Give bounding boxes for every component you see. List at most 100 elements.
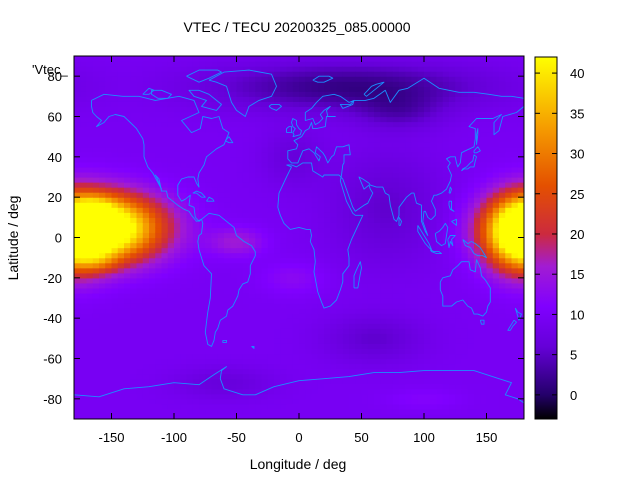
heatmap-cell [461, 353, 469, 360]
heatmap-cell [461, 56, 469, 62]
heatmap-cell [474, 121, 481, 128]
heatmap-cell [99, 358, 106, 365]
heatmap-cell [236, 308, 244, 314]
heatmap-cell [317, 328, 325, 334]
heatmap-cell [499, 267, 506, 274]
heatmap-cell [286, 96, 294, 102]
heatmap-cell [92, 96, 100, 102]
heatmap-cell [230, 106, 238, 113]
heatmap-cell [86, 146, 94, 153]
heatmap-cell [411, 126, 419, 133]
heatmap-cell [467, 257, 475, 264]
heatmap-cell [355, 403, 363, 410]
heatmap-cell [130, 343, 138, 350]
heatmap-cell [411, 313, 419, 319]
heatmap-cell [474, 156, 481, 163]
heatmap-cell [405, 318, 413, 324]
heatmap-cell [224, 111, 231, 118]
heatmap-cell [342, 212, 350, 218]
heatmap-cell [217, 212, 225, 218]
heatmap-cell [92, 116, 100, 123]
heatmap-cell [242, 121, 250, 128]
heatmap-cell [449, 358, 456, 365]
heatmap-cell [399, 393, 406, 400]
heatmap-cell [174, 212, 181, 218]
heatmap-cell [230, 156, 238, 163]
heatmap-cell [124, 71, 131, 77]
heatmap-cell [230, 247, 238, 254]
heatmap-cell [230, 76, 238, 82]
heatmap-cell [105, 61, 113, 67]
heatmap-cell [224, 116, 231, 123]
heatmap-cell [74, 383, 81, 390]
heatmap-cell [305, 111, 313, 118]
heatmap-cell [430, 116, 438, 123]
heatmap-cell [349, 106, 356, 113]
heatmap-cell [424, 182, 431, 188]
heatmap-cell [442, 116, 450, 123]
heatmap-cell [192, 131, 200, 138]
heatmap-cell [361, 106, 369, 113]
heatmap-cell [255, 166, 263, 173]
heatmap-cell [92, 71, 100, 77]
heatmap-cell [461, 282, 469, 289]
heatmap-cell [361, 197, 369, 203]
heatmap-cell [111, 277, 119, 284]
heatmap-cell [330, 262, 338, 269]
heatmap-cell [205, 161, 213, 168]
heatmap-cell [474, 222, 481, 229]
heatmap-cell [455, 242, 463, 249]
heatmap-cell [442, 272, 450, 279]
heatmap-cell [424, 308, 431, 314]
heatmap-cell [361, 323, 369, 329]
heatmap-cell [461, 217, 469, 223]
heatmap-cell [105, 287, 113, 294]
heatmap-cell [342, 177, 350, 183]
heatmap-cell [411, 363, 419, 370]
heatmap-cell [342, 121, 350, 128]
heatmap-cell [249, 262, 256, 269]
heatmap-cell [92, 222, 100, 229]
heatmap-cell [386, 403, 394, 410]
heatmap-cell [455, 182, 463, 188]
heatmap-cell [292, 202, 300, 208]
heatmap-cell [492, 202, 500, 208]
heatmap-cell [455, 76, 463, 82]
heatmap-cell [417, 156, 425, 163]
heatmap-cell [430, 197, 438, 203]
heatmap-cell [486, 272, 494, 279]
heatmap-cell [117, 61, 125, 67]
heatmap-cell [117, 91, 125, 97]
heatmap-cell [317, 171, 325, 178]
heatmap-cell [274, 242, 281, 249]
heatmap-cell [467, 373, 475, 380]
heatmap-cell [142, 403, 150, 410]
heatmap-cell [105, 232, 113, 239]
heatmap-cell [267, 373, 275, 380]
heatmap-cell [274, 66, 281, 72]
heatmap-cell [211, 388, 219, 395]
heatmap-cell [467, 161, 475, 168]
heatmap-cell [211, 247, 219, 254]
heatmap-cell [74, 328, 81, 334]
heatmap-cell [155, 161, 163, 168]
heatmap-cell [449, 262, 456, 269]
heatmap-cell [417, 353, 425, 360]
heatmap-cell [430, 247, 438, 254]
heatmap-cell [236, 197, 244, 203]
heatmap-cell [342, 182, 350, 188]
heatmap-cell [380, 257, 388, 264]
heatmap-cell [155, 343, 163, 350]
heatmap-cell [149, 267, 156, 274]
heatmap-cell [499, 298, 506, 304]
heatmap-cell [392, 151, 400, 158]
heatmap-cell [217, 182, 225, 188]
heatmap-cell [199, 76, 206, 82]
heatmap-cell [230, 308, 238, 314]
heatmap-cell [99, 378, 106, 385]
heatmap-cell [399, 242, 406, 249]
heatmap-cell [342, 166, 350, 173]
heatmap-cell [255, 403, 263, 410]
heatmap-cell [442, 86, 450, 92]
heatmap-cell [367, 373, 375, 380]
